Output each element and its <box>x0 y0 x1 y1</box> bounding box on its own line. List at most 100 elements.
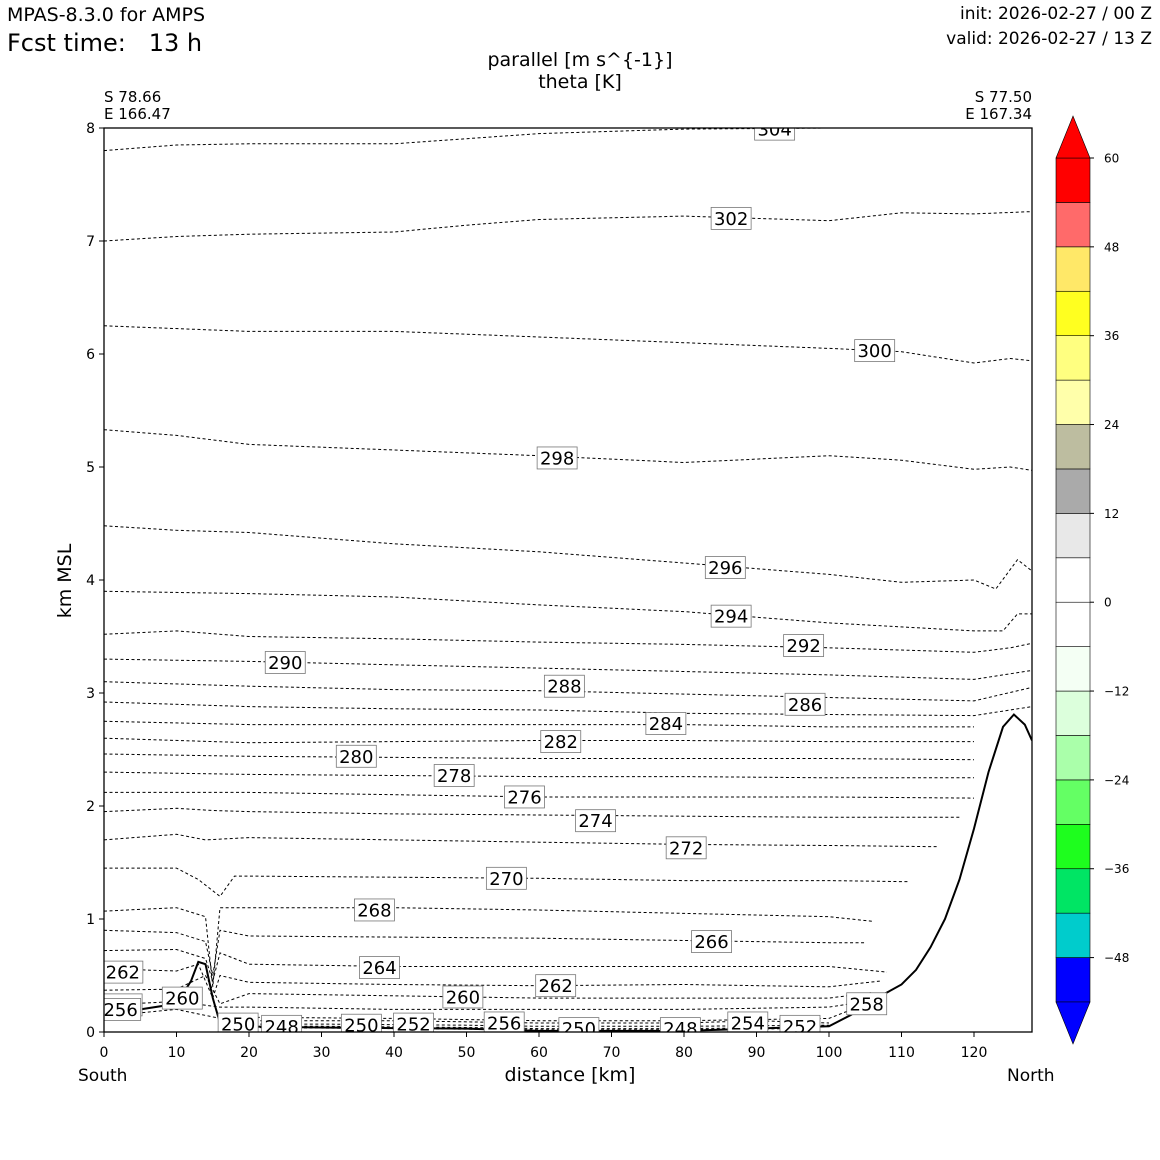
theta-contour-298 <box>104 429 1032 471</box>
contour-label-box <box>335 744 377 768</box>
colorbar-segment <box>1055 379 1091 425</box>
colorbar-min-extension <box>1055 1001 1091 1045</box>
theta-contour-272 <box>104 833 938 848</box>
contour-label: 250 <box>221 1015 255 1036</box>
x-tick-label: 90 <box>748 1045 766 1061</box>
colorbar-segment <box>1055 779 1091 825</box>
colorbar-segment <box>1055 646 1091 692</box>
contour-label: 262 <box>106 963 140 984</box>
chart-subtitle: theta [K] <box>538 71 622 93</box>
contour-label-box <box>433 764 475 787</box>
colorbar-segment <box>1055 468 1091 514</box>
colorbar-segment <box>1055 868 1091 914</box>
colorbar-tick-label: 12 <box>1104 507 1119 521</box>
y-axis-label: km MSL <box>54 543 76 619</box>
contour-label: 256 <box>487 1013 521 1034</box>
x-tick-label: 100 <box>816 1045 843 1061</box>
south-label: South <box>78 1066 128 1086</box>
contour-label: 298 <box>540 448 574 469</box>
x-tick-label: 80 <box>675 1045 693 1061</box>
contour-label: 270 <box>489 869 523 890</box>
colorbar-segment <box>1055 424 1091 470</box>
plot-area: 304 302 300 298 296 294 292 290 288 286 284 282 280 2… <box>103 120 1032 1040</box>
theta-contour-274 <box>104 807 960 818</box>
theta-contour-282 <box>104 737 974 744</box>
colorbar-segment <box>1055 202 1091 248</box>
colorbar-segment <box>1055 957 1091 1003</box>
contour-label: 302 <box>714 209 748 230</box>
model-name: MPAS-8.3.0 for AMPS <box>7 4 206 26</box>
terrain-line <box>104 713 1032 1032</box>
theta-contour-268 <box>104 907 873 987</box>
contour-label: 286 <box>788 695 822 716</box>
colorbar-segment <box>1055 513 1091 559</box>
theta-contour-278 <box>104 771 974 779</box>
contour-label-box <box>727 1011 769 1032</box>
x-tick-label: 30 <box>313 1045 331 1061</box>
contour-label: 292 <box>786 636 820 657</box>
theta-contour-280 <box>104 753 975 761</box>
theta-contour-286 <box>104 701 1032 717</box>
theta-contour-302 <box>104 211 1032 242</box>
contour-label: 272 <box>669 838 703 859</box>
contour-label-box <box>393 1012 434 1032</box>
contour-label: 294 <box>714 607 748 628</box>
contour-label: 264 <box>362 958 396 979</box>
theta-contour-258 <box>104 999 873 1010</box>
contour-label: 252 <box>396 1015 430 1036</box>
y-tick-label: 3 <box>86 686 95 702</box>
contour-label-box <box>483 1011 525 1032</box>
x-tick-label: 10 <box>168 1045 186 1061</box>
theta-contour-284 <box>104 720 974 728</box>
valid-time: valid: 2026-02-27 / 13 Z <box>946 29 1152 49</box>
theta-contour-292 <box>104 630 1032 653</box>
contour-label: 304 <box>757 120 791 141</box>
contour-label-box <box>846 992 888 1016</box>
contour-label: 296 <box>708 558 742 579</box>
x-tick-label: 50 <box>458 1045 476 1061</box>
contour-label-box <box>104 998 142 1021</box>
chart-title: parallel [m s^{-1}] <box>487 49 673 71</box>
left-end-lat: S 78.66 <box>104 88 162 106</box>
theta-contour-260 <box>104 974 873 1005</box>
colorbar: 60 48 36 24 12 0 −12 −24 −36 −48 <box>1055 115 1129 1045</box>
contour-label: 250 <box>562 1019 596 1040</box>
colorbar-tick-label: 48 <box>1104 240 1119 254</box>
x-tick-label: 120 <box>961 1045 988 1061</box>
x-axis-label: distance [km] <box>504 1064 636 1086</box>
contour-label: 260 <box>165 989 199 1010</box>
contour-label: 254 <box>731 1013 765 1034</box>
colorbar-tick-label: −12 <box>1104 685 1129 699</box>
contour-label: 290 <box>268 653 302 674</box>
contour-label-box <box>540 730 582 753</box>
x-tick-label: 0 <box>100 1045 109 1061</box>
contour-label-box <box>359 956 400 979</box>
colorbar-tick-label: 36 <box>1104 329 1119 343</box>
colorbar-segment <box>1055 824 1091 870</box>
colorbar-segment <box>1055 690 1091 736</box>
left-end-lon: E 166.47 <box>104 105 171 123</box>
left-end-coords: S 78.66 E 166.47 <box>104 89 171 123</box>
contour-label-box <box>504 785 545 809</box>
theta-contour-296 <box>104 525 1032 590</box>
y-tick-label: 2 <box>86 799 95 815</box>
colorbar-tick-label: −48 <box>1104 951 1129 965</box>
contour-label-box <box>261 1014 303 1032</box>
theta-contour-262 <box>104 963 880 1000</box>
contour-label: 268 <box>357 900 391 921</box>
y-tick-label: 7 <box>86 234 95 250</box>
colorbar-tick-label: −36 <box>1104 862 1129 876</box>
contour-label: 248 <box>264 1017 298 1038</box>
contour-label-box <box>645 712 687 735</box>
forecast-time-value: 13 h <box>148 29 203 57</box>
contour-label-box <box>442 985 484 1009</box>
north-label: North <box>1007 1066 1055 1086</box>
contour-label: 256 <box>103 1000 137 1021</box>
colorbar-tick-label: 0 <box>1104 596 1112 610</box>
colorbar-max-extension <box>1055 115 1091 159</box>
theta-contour-304 <box>104 128 1032 152</box>
right-end-coords: S 77.50 E 167.34 <box>965 89 1032 123</box>
contour-label-box <box>485 866 527 890</box>
colorbar-tick-label: 60 <box>1104 152 1119 166</box>
contour-label: 248 <box>663 1019 697 1040</box>
